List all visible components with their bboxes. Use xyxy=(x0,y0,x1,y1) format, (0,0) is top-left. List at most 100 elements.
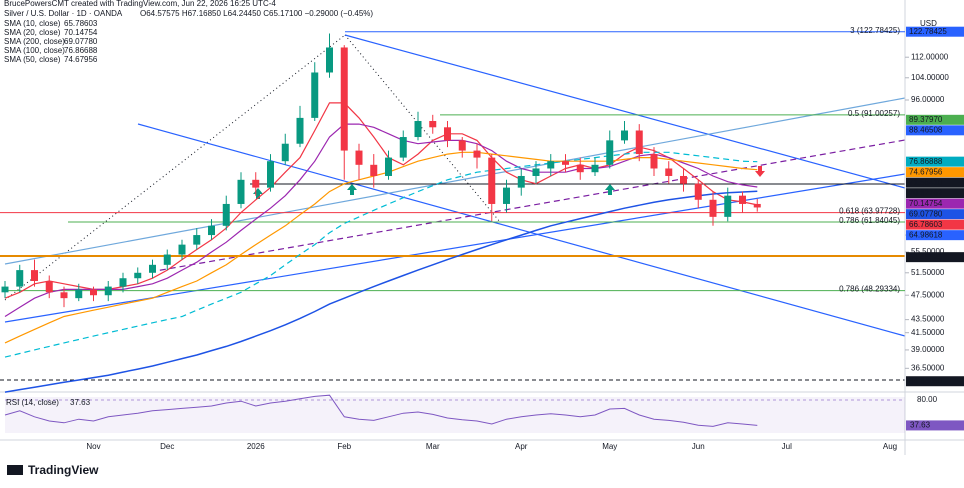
rsi-value: 37.63 xyxy=(70,398,91,407)
price-badge-label: 71.56410 xyxy=(909,178,943,187)
price-badge xyxy=(906,219,964,230)
trend-line xyxy=(137,123,906,337)
candle-body xyxy=(45,280,53,293)
price-badge-label: 76.86888 xyxy=(909,157,943,166)
candle-body xyxy=(650,154,658,169)
candle-body xyxy=(178,244,186,255)
y-tick-label: 104.00000 xyxy=(911,73,949,82)
y-tick-label: 39.00000 xyxy=(911,345,945,354)
candle-body xyxy=(429,120,437,128)
price-badge xyxy=(906,156,964,167)
price-badge xyxy=(906,376,964,387)
fib-level-label: 0.786 (48.29334) xyxy=(839,285,900,294)
sma-line xyxy=(4,102,758,299)
signal-arrows xyxy=(253,166,765,199)
candle-body xyxy=(31,270,38,281)
candle-body xyxy=(60,292,68,299)
logo-mark xyxy=(7,465,23,475)
candle-body xyxy=(635,130,643,155)
rsi-tick-label: 80.00 xyxy=(917,395,938,404)
legend-value: 70.14754 xyxy=(64,28,98,37)
ohlc: O64.57575 H67.16850 L64.24450 C65.17100 … xyxy=(140,9,373,18)
trend-line xyxy=(344,34,906,189)
candle-body xyxy=(75,289,83,299)
candle-body xyxy=(267,161,274,188)
candle-body xyxy=(311,72,319,118)
y-tick-label: 96.00000 xyxy=(911,95,945,104)
y-tick-label: 55.50000 xyxy=(911,247,945,256)
candle-body xyxy=(680,175,687,184)
up-arrow xyxy=(253,188,263,199)
x-tick-label: Jul xyxy=(782,442,792,451)
price-badge xyxy=(906,198,964,209)
candle-body xyxy=(665,168,673,176)
legend-name: SMA (200, close) xyxy=(4,37,65,46)
logo-text: TradingView xyxy=(28,463,99,477)
legend-value: 69.07780 xyxy=(64,37,98,46)
candle-body xyxy=(724,195,732,217)
rsi-badge xyxy=(906,420,964,431)
y-tick-label: 51.50000 xyxy=(911,268,945,277)
x-tick-label: May xyxy=(602,442,617,451)
candle-body xyxy=(281,143,289,162)
x-tick-label: Apr xyxy=(515,442,528,451)
candle-body xyxy=(503,187,510,204)
x-tick-label: Jun xyxy=(692,442,705,451)
rsi-badge-label: 37.63 xyxy=(910,421,931,430)
candle-body xyxy=(193,235,201,245)
price-badge xyxy=(906,230,964,241)
price-badge-label: 70.14754 xyxy=(909,199,943,208)
candle-body xyxy=(709,199,717,217)
legend-value: 76.86688 xyxy=(64,46,98,55)
price-badge-label: 88.46508 xyxy=(909,125,943,134)
candle-body xyxy=(237,179,245,204)
candle-body xyxy=(532,168,540,176)
x-tick-label: Feb xyxy=(337,442,351,451)
candle-body xyxy=(149,264,156,273)
price-badge xyxy=(906,125,964,136)
candle-body xyxy=(591,164,599,173)
price-badge-label: 64.98618 xyxy=(909,230,943,239)
candle-body xyxy=(547,161,555,169)
legend-name: SMA (50, close) xyxy=(4,55,61,64)
rsi-band xyxy=(5,397,905,433)
header-credit: BrucePowersCMT created with TradingView.… xyxy=(4,0,276,8)
candle-body xyxy=(517,175,525,188)
rsi-line xyxy=(4,394,758,427)
candle-body xyxy=(134,272,142,279)
y-tick-label: 36.50000 xyxy=(911,363,945,372)
candle-body xyxy=(90,289,97,296)
trend-line xyxy=(149,139,906,273)
price-badge xyxy=(906,177,964,188)
sma-line xyxy=(4,151,758,344)
candle-body xyxy=(399,137,407,158)
price-badge-label: 74.67956 xyxy=(909,167,943,176)
candle-body xyxy=(444,127,451,141)
price-badge-label: 69.07780 xyxy=(909,209,943,218)
candle-body xyxy=(694,183,702,200)
candle-body xyxy=(576,164,584,173)
price-badge xyxy=(906,114,964,125)
price-badge-label: 34.84050 xyxy=(909,376,943,385)
y-tick-label: 41.50000 xyxy=(911,328,945,337)
legend-name: SMA (10, close) xyxy=(4,19,61,28)
candle-body xyxy=(104,286,112,296)
rsi-name: RSI (14, close) xyxy=(6,398,59,407)
candle-body xyxy=(488,157,496,204)
price-badge-label: 122.78425 xyxy=(909,27,947,36)
candle-body xyxy=(340,47,348,151)
candle-body xyxy=(222,203,230,226)
candle-body xyxy=(621,130,628,141)
price-badge xyxy=(906,209,964,220)
price-badge-label: 70.82762 xyxy=(909,188,943,197)
candle-body xyxy=(119,278,127,287)
legend-name: SMA (100, close) xyxy=(4,46,65,55)
fib-level-label: 0.786 (61.84045) xyxy=(839,216,900,225)
price-badge xyxy=(906,188,964,199)
x-tick-label: Nov xyxy=(86,442,100,451)
x-tick-label: Dec xyxy=(160,442,174,451)
up-arrow xyxy=(605,184,615,195)
candle-body xyxy=(208,225,215,236)
